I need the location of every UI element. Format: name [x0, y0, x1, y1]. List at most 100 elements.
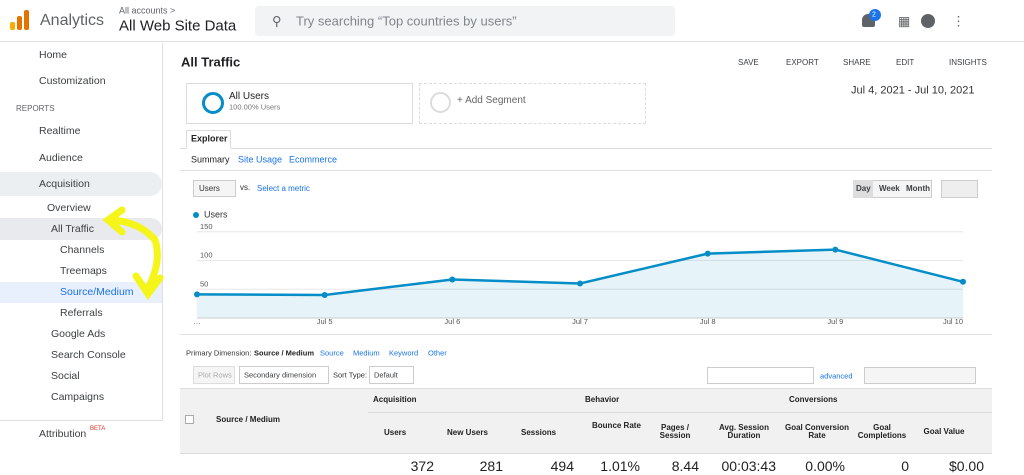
help-icon[interactable] [921, 14, 935, 28]
subtabs-1[interactable]: Site Usage [238, 154, 283, 165]
alltraffic-3[interactable]: Referrals [60, 306, 103, 319]
actions-1[interactable]: EXPORT [786, 58, 819, 67]
acquisition-0[interactable]: Overview [47, 201, 91, 214]
alltraffic-0[interactable]: Channels [60, 243, 105, 256]
sidebar [0, 43, 163, 475]
tab-rule [180, 148, 992, 149]
point [960, 278, 966, 285]
more-2[interactable]: Social [51, 369, 80, 382]
add-segment-card[interactable] [419, 83, 646, 124]
more-icon[interactable]: ⋮ [952, 13, 965, 29]
reports-1[interactable]: Audience [39, 151, 83, 164]
sidebar-attribution[interactable]: Attribution [39, 427, 87, 440]
toolbar-secondary[interactable]: Secondary dimension [244, 370, 317, 380]
columns-0: Source / Medium [216, 415, 281, 424]
report-title: All Traffic [181, 54, 241, 70]
y-tick-label: 100 [200, 251, 213, 260]
point [577, 280, 583, 287]
header-searchplaceholder: Try searching “Top countries by users” [296, 13, 517, 29]
button[interactable] [369, 366, 414, 384]
toolbar-plotrows: Plot Rows [198, 370, 232, 380]
x-tick-label: Jul 8 [700, 317, 716, 326]
apps-icon[interactable]: ▦ [898, 13, 911, 29]
view-buttons[interactable] [864, 367, 976, 384]
line-chart: 50 100 150 … Jul 5 Jul 6 Jul 7 Jul 8 Jul 9 Jul 10 [193, 212, 966, 326]
button[interactable] [193, 366, 235, 384]
toolbar-sort[interactable]: Default [374, 370, 398, 380]
totals-7: 0 [901, 458, 909, 474]
segment-card[interactable] [186, 83, 413, 124]
more-1[interactable]: Search Console [51, 348, 126, 361]
sidebar-footer [0, 420, 163, 475]
report-selectmetric[interactable]: Select a metric [257, 184, 310, 193]
items-0[interactable]: Home [39, 48, 68, 61]
x-tick-label: Jul 6 [444, 317, 460, 326]
annotation-arrow [102, 206, 164, 300]
legend-dot [193, 212, 199, 218]
button[interactable] [239, 366, 329, 384]
alltraffic-2[interactable]: Source/Medium [60, 285, 134, 298]
search-box[interactable] [255, 6, 675, 36]
table-search[interactable] [707, 367, 814, 384]
more-3[interactable]: Campaigns [51, 390, 105, 403]
table-header [180, 388, 992, 454]
header-notifications: 2 [872, 11, 876, 19]
actions-0[interactable]: SAVE [738, 58, 759, 67]
y-tick-label: 150 [200, 222, 213, 231]
actions-3[interactable]: EDIT [896, 58, 915, 67]
reports-0[interactable]: Realtime [39, 124, 81, 137]
totals-4: 8.44 [671, 458, 699, 474]
items-1[interactable]: Customization [39, 74, 106, 87]
point [832, 246, 839, 253]
point [321, 292, 328, 298]
totals-1: 281 [479, 458, 503, 474]
metric-select[interactable] [193, 180, 236, 197]
segment-name: All Users [229, 91, 270, 102]
point [194, 291, 200, 298]
top-bar [0, 0, 1024, 42]
totals-8: $0.00 [948, 458, 984, 474]
columns-1: Users [384, 428, 407, 437]
checkbox[interactable] [185, 415, 194, 424]
dimensions-4[interactable]: Other [428, 348, 447, 358]
header-product: Analytics [40, 12, 105, 29]
alltraffic-1[interactable]: Treemaps [60, 264, 107, 277]
reports-2[interactable]: Acquisition [39, 177, 90, 190]
actions-4[interactable]: INSIGHTS [949, 58, 987, 67]
columns-5: Pages / Session [659, 423, 691, 440]
selected-item [0, 282, 162, 303]
add-ring [430, 92, 451, 113]
chart-type[interactable] [941, 180, 978, 198]
segment-share: 100.00% Users [229, 102, 281, 112]
dimensions-1[interactable]: Source [320, 348, 344, 358]
granularity-1[interactable]: Week [879, 184, 900, 193]
columns-7: Goal Conversion Rate [784, 423, 849, 440]
report-vs: vs. [240, 183, 251, 192]
subtabs-2[interactable]: Ecommerce [289, 154, 338, 165]
search-icon: ⚲ [272, 13, 282, 29]
columns-8: Goal Completions [857, 423, 907, 440]
columns-3: Sessions [521, 428, 557, 437]
report-metric: Users [199, 184, 220, 193]
logo [24, 10, 29, 30]
granularity-0[interactable]: Day [856, 184, 871, 193]
groups-1: Behavior [585, 395, 620, 404]
acquisition-1[interactable]: All Traffic [51, 222, 94, 235]
0-name: Users [204, 209, 228, 220]
dimensions-0: Source / Medium [254, 348, 315, 358]
more-0[interactable]: Google Ads [51, 327, 106, 340]
header-property: All Web Site Data [119, 17, 237, 35]
actions-2[interactable]: SHARE [843, 58, 871, 67]
y-tick-label: 50 [200, 279, 208, 288]
totals-2: 494 [550, 458, 574, 474]
x-tick-label: Jul 10 [943, 317, 963, 326]
totals-5: 00:03:43 [721, 458, 777, 474]
sidebar-attributionbadge: BETA [90, 426, 106, 432]
dimensions-2[interactable]: Medium [353, 348, 380, 358]
granularity-2[interactable]: Month [906, 184, 930, 193]
toolbar-advanced[interactable]: advanced [820, 371, 853, 381]
groups-0: Acquisition [373, 395, 417, 404]
columns-2: New Users [447, 428, 488, 437]
tab[interactable] [186, 130, 231, 149]
dimensions-3[interactable]: Keyword [389, 348, 419, 358]
